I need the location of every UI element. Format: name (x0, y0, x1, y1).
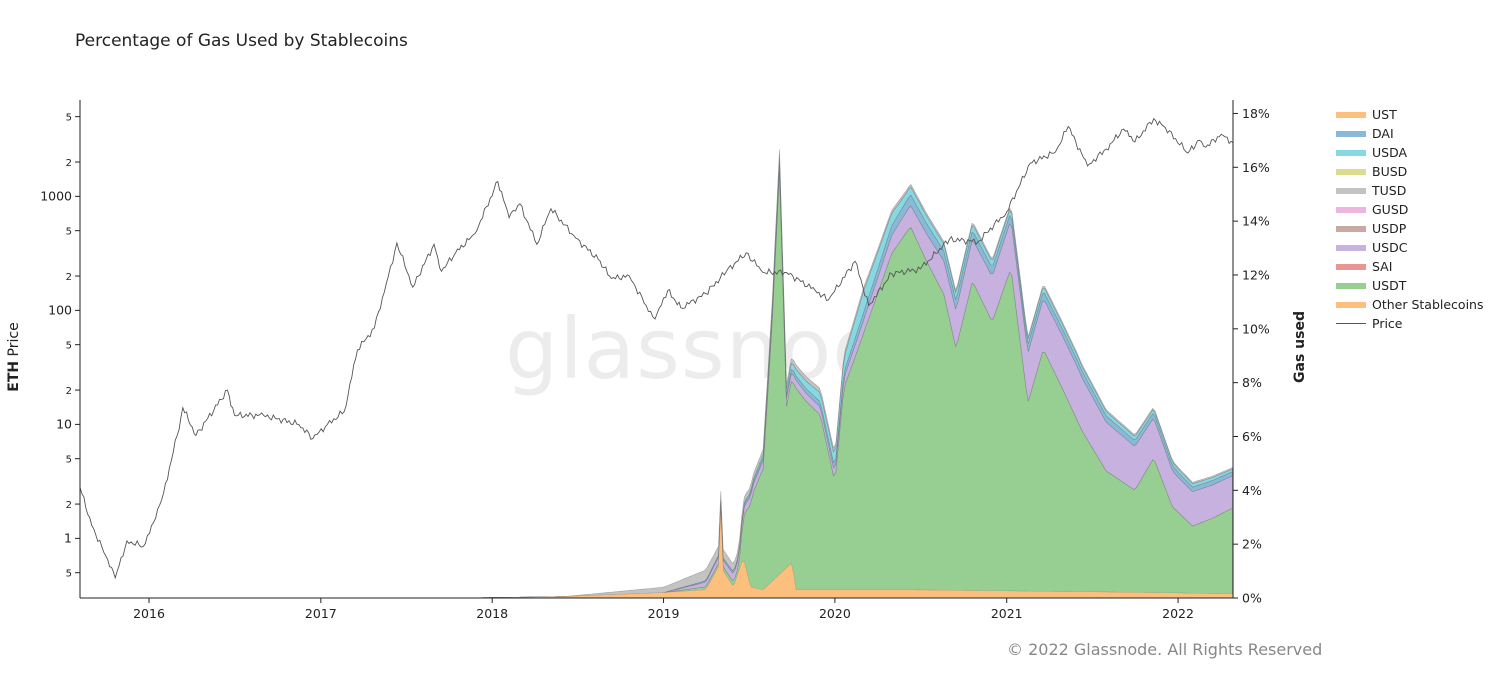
area-usdt (80, 170, 1233, 599)
y-left-tick-label: 2 (66, 272, 72, 283)
y-right-tick-label: 4% (1242, 483, 1262, 498)
y-left-tick-label: 2 (66, 386, 72, 397)
y-axis-left-label-rest: Price (6, 322, 22, 361)
legend-label: Other Stablecoins (1372, 297, 1484, 312)
y-axis-right-label: Gas used (1292, 311, 1308, 383)
y-left-tick-label: 5 (66, 113, 72, 124)
y-right-tick-label: 8% (1242, 375, 1262, 390)
y-left-tick-label: 100 (48, 302, 72, 317)
legend-swatch (1336, 323, 1366, 324)
x-tick-label: 2017 (305, 606, 337, 621)
legend-label: USDT (1372, 278, 1407, 293)
y-left-tick-label: 2 (66, 158, 72, 169)
y-left-tick-label: 1000 (40, 188, 72, 203)
legend-label: USDC (1372, 240, 1408, 255)
legend-item-sai[interactable]: SAI (1336, 257, 1484, 276)
stacked-area-layer (80, 149, 1233, 599)
y-left-tick-label: 1 (64, 530, 72, 545)
legend-label: GUSD (1372, 202, 1409, 217)
legend-item-gusd[interactable]: GUSD (1336, 200, 1484, 219)
legend-label: USDA (1372, 145, 1408, 160)
y-left-tick-label: 5 (66, 227, 72, 238)
legend-swatch (1336, 168, 1366, 175)
legend-swatch (1336, 263, 1366, 270)
legend-swatch (1336, 206, 1366, 213)
legend-item-usdc[interactable]: USDC (1336, 238, 1484, 257)
y-right-tick-label: 12% (1242, 267, 1270, 282)
legend-item-price[interactable]: Price (1336, 314, 1484, 333)
y-right-tick-label: 14% (1242, 214, 1270, 229)
y-right-tick-label: 16% (1242, 160, 1270, 175)
legend-swatch (1336, 111, 1366, 118)
chart-title: Percentage of Gas Used by Stablecoins (75, 31, 408, 51)
legend-item-other-stablecoins[interactable]: Other Stablecoins (1336, 295, 1484, 314)
legend-swatch (1336, 282, 1366, 289)
legend-item-usda[interactable]: USDA (1336, 143, 1484, 162)
x-tick-label: 2016 (133, 606, 165, 621)
axes-layer: 5 1 2 5 10 2 5 100 2 5 1000 2 5 0% 2% 4% 6% 8% 10% 12% 14% 16… (40, 100, 1270, 621)
y-left-tick-label: 10 (56, 416, 72, 431)
legend-label: SAI (1372, 259, 1393, 274)
legend-label: UST (1372, 107, 1397, 122)
legend-swatch (1336, 130, 1366, 137)
legend-swatch (1336, 225, 1366, 232)
legend-label: DAI (1372, 126, 1394, 141)
copyright-text: © 2022 Glassnode. All Rights Reserved (1007, 640, 1323, 659)
y-left-tick-label: 2 (66, 500, 72, 511)
y-axis-left-label-bold: ETH (6, 360, 22, 392)
x-tick-label: 2022 (1162, 606, 1194, 621)
legend: UST DAI USDA BUSD TUSD GUSD USDP USDC SAI USDT Oth… (1336, 105, 1484, 333)
y-right-tick-label: 0% (1242, 591, 1262, 606)
x-tick-label: 2021 (991, 606, 1023, 621)
legend-label: TUSD (1372, 183, 1407, 198)
y-right-tick-label: 18% (1242, 106, 1270, 121)
y-right-tick-label: 6% (1242, 429, 1262, 444)
legend-item-busd[interactable]: BUSD (1336, 162, 1484, 181)
x-tick-label: 2020 (819, 606, 851, 621)
y-right-tick-label: 10% (1242, 321, 1270, 336)
legend-swatch (1336, 187, 1366, 194)
legend-item-usdt[interactable]: USDT (1336, 276, 1484, 295)
legend-swatch (1336, 301, 1366, 308)
legend-item-ust[interactable]: UST (1336, 105, 1484, 124)
x-tick-label: 2019 (648, 606, 680, 621)
y-left-tick-label: 5 (66, 455, 72, 466)
legend-item-dai[interactable]: DAI (1336, 124, 1484, 143)
legend-label: Price (1372, 316, 1403, 331)
legend-item-tusd[interactable]: TUSD (1336, 181, 1484, 200)
legend-swatch (1336, 244, 1366, 251)
legend-item-usdp[interactable]: USDP (1336, 219, 1484, 238)
legend-label: USDP (1372, 221, 1407, 236)
price-line-layer (79, 117, 1234, 580)
x-tick-label: 2018 (476, 606, 508, 621)
y-axis-left-label: ETH Price (6, 317, 22, 397)
y-left-tick-label: 5 (66, 341, 72, 352)
y-left-tick-label: 5 (66, 569, 72, 580)
price-line (79, 117, 1234, 580)
legend-swatch (1336, 149, 1366, 156)
legend-label: BUSD (1372, 164, 1408, 179)
y-right-tick-label: 2% (1242, 537, 1262, 552)
